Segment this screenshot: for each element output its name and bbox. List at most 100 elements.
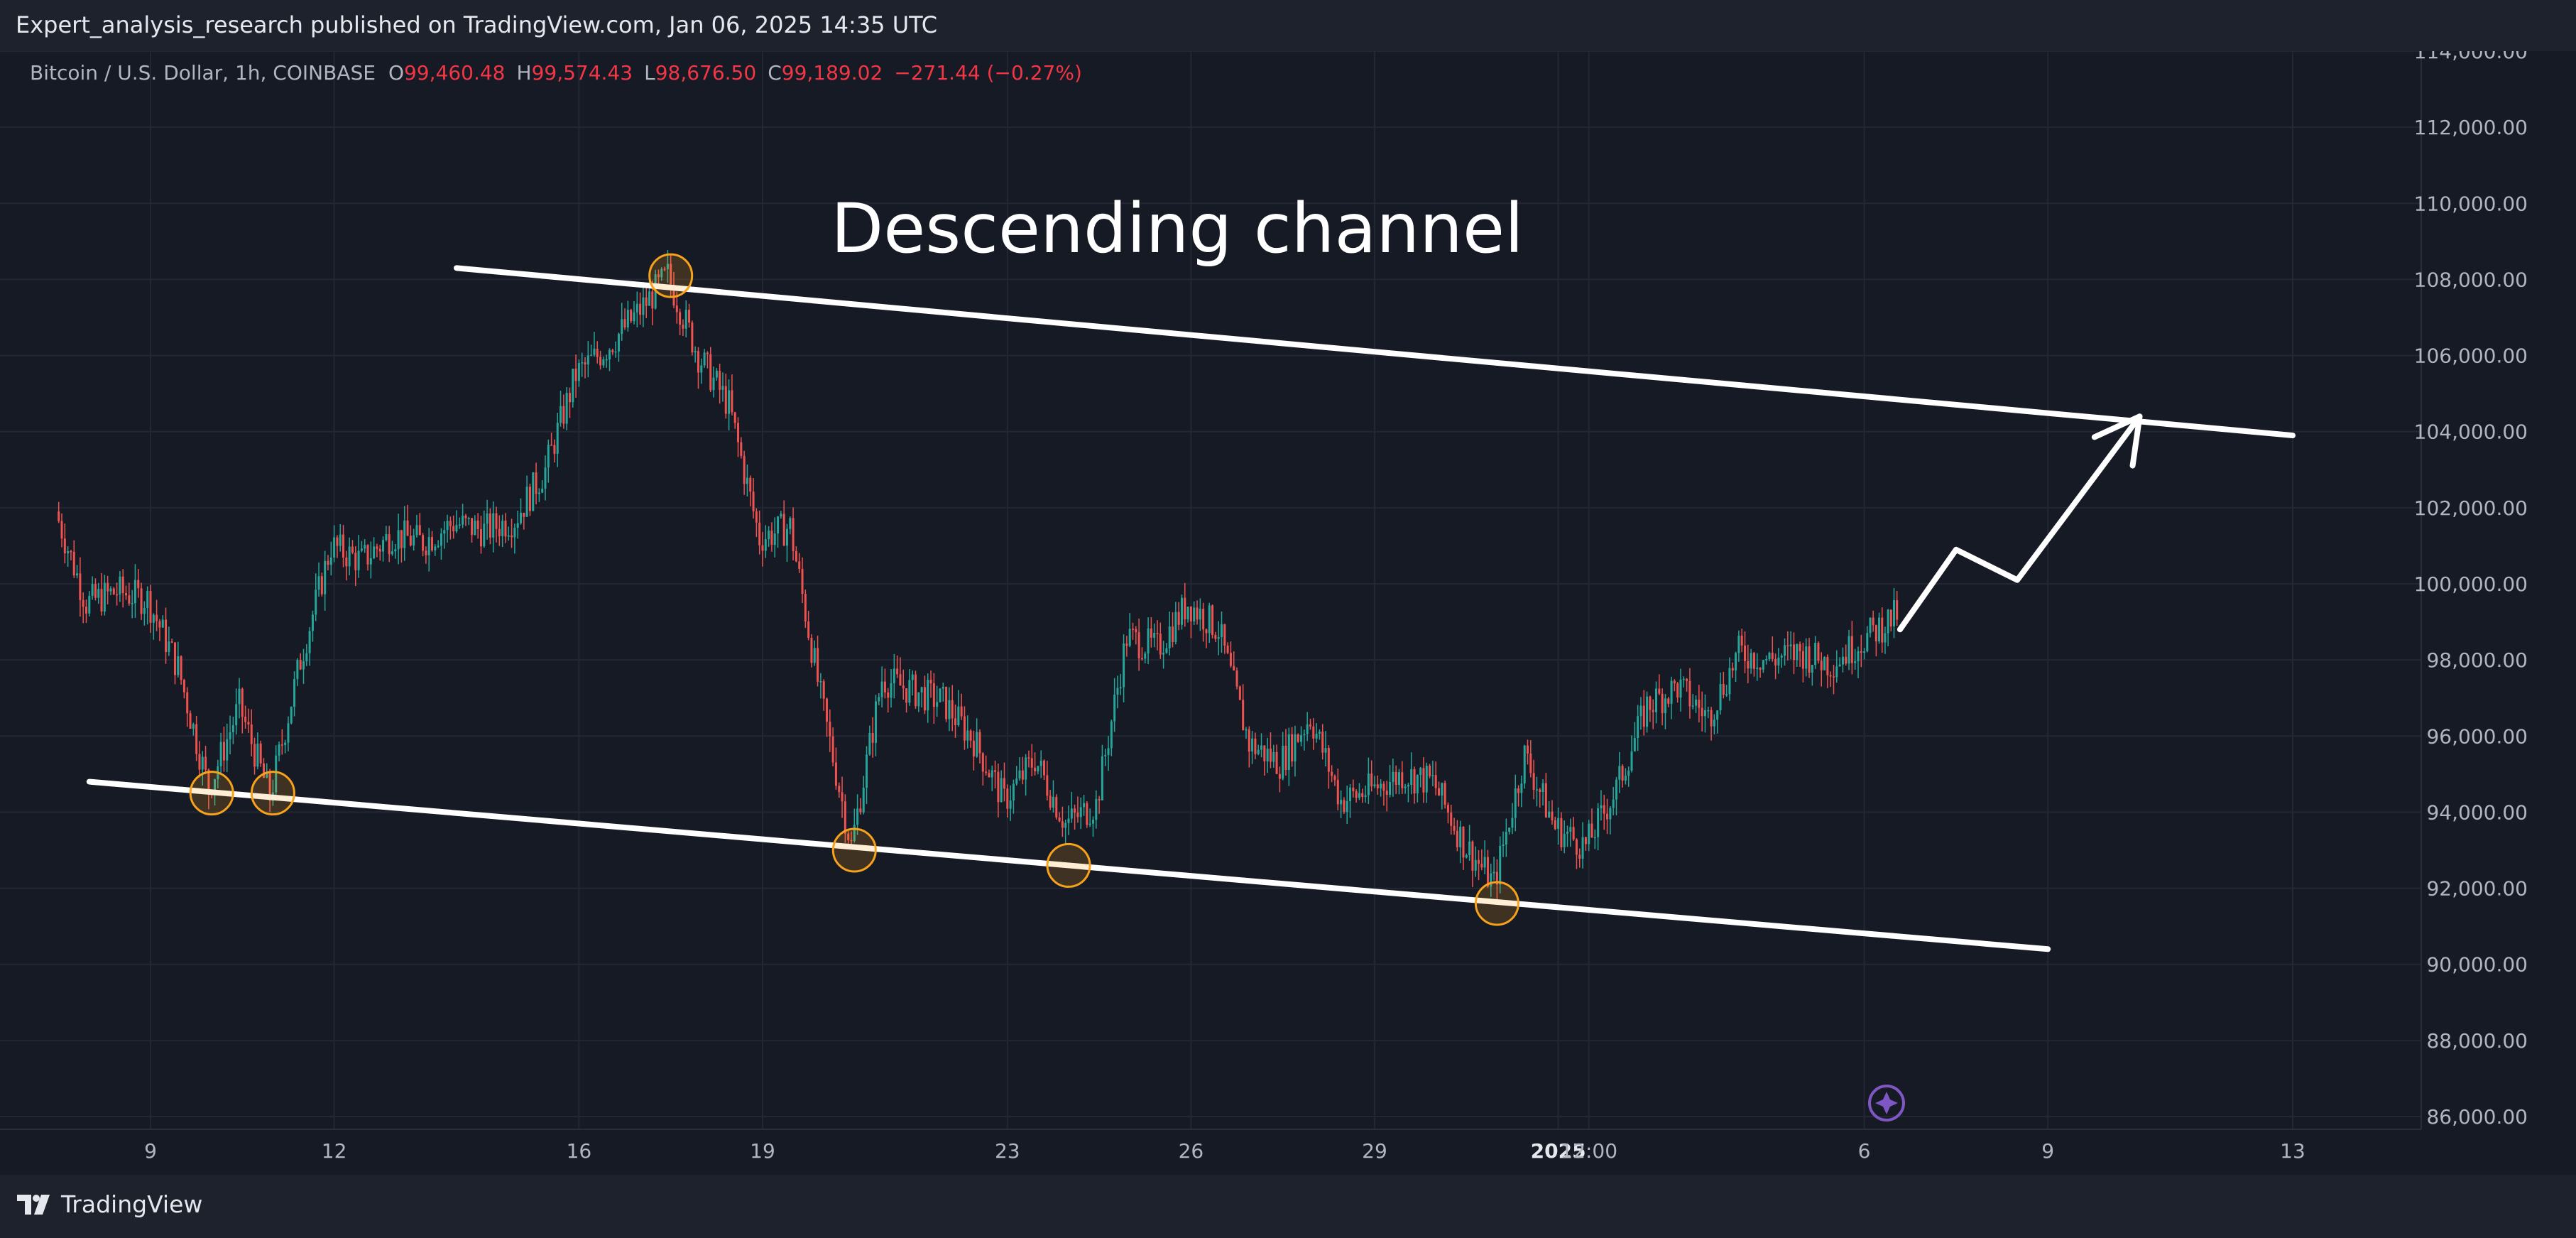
legend-symbol[interactable]: Bitcoin / U.S. Dollar, 1h, COINBASE [30,61,376,85]
candle-body [422,535,425,551]
candle-body [1649,696,1652,710]
candle-body [373,546,376,558]
touch-point-marker [831,827,877,873]
candle-body [1541,783,1544,793]
candle-body [1165,648,1168,653]
candle-body [1095,798,1098,820]
candle-body [1860,651,1862,653]
candle-body [893,668,895,683]
candle-body [79,573,82,600]
candle-body [1076,813,1079,818]
candle-body [1410,769,1413,786]
candle-body [1850,636,1853,663]
candle-body [590,354,593,357]
legend-low-value: 98,676.50 [655,61,757,85]
candle-body [1459,826,1462,847]
candle-body [63,538,66,554]
ai-badge[interactable] [1868,1085,1905,1122]
candle-body [1006,788,1009,809]
time-tick-label: 9 [2041,1139,2054,1163]
candle-body [1186,607,1189,619]
candle-body [988,773,990,778]
candle-body [158,621,161,628]
candle-body [1667,698,1670,704]
candle-body [1327,748,1330,772]
candle-body [1780,656,1783,658]
candle-body [1015,778,1018,784]
candle-body [1884,633,1887,643]
candle-body [1441,783,1443,796]
candle-body [1609,808,1612,820]
candle-body [1202,609,1205,630]
candle-body [743,455,746,484]
candle-body [1263,745,1266,761]
candle-body [1039,760,1042,766]
candle-body [1805,646,1808,669]
candle-body [1064,822,1067,828]
candle-body [1505,832,1507,845]
candle-body [1380,783,1382,788]
candle-body [1768,652,1771,660]
candle-body [1612,799,1615,808]
candle-body [1385,791,1388,796]
candle-body [443,530,446,534]
candle-body [758,522,761,545]
candle-body [670,264,672,285]
candle-body [831,736,834,763]
candle-body [501,521,504,536]
candle-body [807,621,810,639]
candle-body [446,521,449,531]
candle-body [207,769,210,795]
candle-body [133,580,136,604]
candle-body [1811,665,1813,673]
candle-body [1000,778,1003,803]
candle-body [1431,775,1434,776]
candle-body [1710,710,1713,727]
candlestick-series [58,249,1899,901]
candle-body [1349,787,1352,801]
candle-body [1465,855,1468,858]
candle-body [927,679,929,711]
candle-body [250,724,253,744]
candle-body [1535,789,1538,791]
candle-body [1593,837,1596,839]
candle-body [88,595,91,614]
candle-body [523,512,525,517]
candle-body [1603,805,1605,814]
candle-body [1615,779,1617,800]
candle-body [1211,605,1214,635]
candle-body [666,264,669,269]
price-axis[interactable]: 114,000.00112,000.00110,000.00108,000.00… [2414,40,2576,1129]
candle-body [1774,658,1777,666]
candle-body [1229,653,1232,666]
candle-body [479,529,482,547]
candle-body [1413,769,1416,794]
candle-body [397,530,400,550]
candle-body [535,472,537,494]
candle-body [902,685,905,689]
candle-body [1673,680,1676,684]
candle-body [801,569,804,594]
candle-body [761,545,764,551]
time-tick-label: 23 [995,1139,1020,1163]
candle-body [1245,729,1248,731]
tradingview-logo[interactable]: TradingView [17,1190,202,1218]
candle-body [1422,768,1425,793]
candle-body [146,590,149,609]
candle-body [437,545,440,547]
candle-body [581,362,584,364]
candle-body [369,558,372,565]
symbol-legend[interactable]: Bitcoin / U.S. Dollar, 1h, COINBASE O 99… [30,61,1093,85]
candle-body [719,371,721,390]
candle-body [936,702,939,707]
candle-body [550,445,553,446]
candle-body [394,549,397,552]
candle-body [773,533,776,545]
candle-body [541,488,544,493]
candle-body [1869,617,1872,634]
candle-body [1495,872,1498,885]
candle-body [1554,820,1556,830]
candle-body [351,546,354,553]
